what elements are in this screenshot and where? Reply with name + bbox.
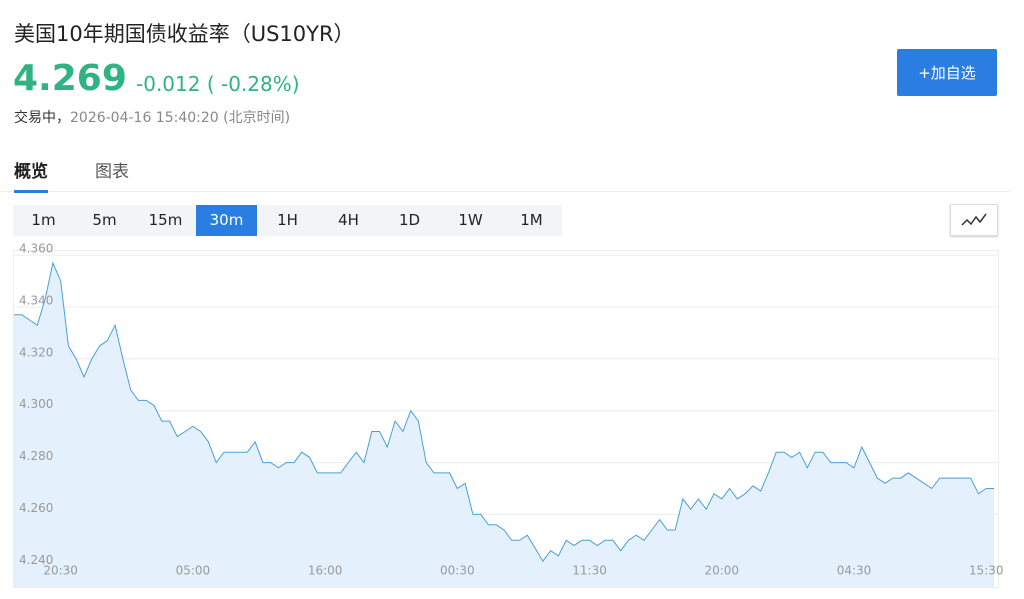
period-button[interactable]: 15m bbox=[148, 211, 183, 229]
change-pct: ( -0.28%) bbox=[206, 72, 300, 96]
period-button[interactable]: 30m bbox=[196, 205, 257, 236]
price: 4.269 bbox=[13, 58, 127, 99]
tab[interactable]: 概览 bbox=[14, 157, 48, 193]
chart-type-button[interactable] bbox=[950, 204, 998, 236]
period-button[interactable]: 1M bbox=[520, 211, 543, 229]
y-tick-label: 4.300 bbox=[19, 397, 53, 411]
title: 美国10年期国债收益率（US10YR） bbox=[14, 22, 355, 46]
tab[interactable]: 图表 bbox=[95, 162, 129, 182]
x-tick-label: 20:30 bbox=[43, 564, 78, 578]
period-bar: 1m 5m 15m 30m 1H 4H 1D 1W 1M bbox=[13, 205, 562, 236]
line bbox=[14, 261, 994, 562]
period-button[interactable]: 1m bbox=[31, 211, 56, 229]
trade-status: 交易中， bbox=[14, 110, 70, 126]
x-tick-label: 20:00 bbox=[704, 564, 739, 578]
change-value: -0.012 bbox=[136, 72, 201, 96]
x-tick-label: 05:00 bbox=[176, 564, 211, 578]
period-button[interactable]: 1D bbox=[398, 211, 421, 229]
y-tick-label: 4.260 bbox=[19, 501, 53, 515]
period-button[interactable]: 4H bbox=[338, 211, 359, 229]
y-tick-label: 4.320 bbox=[19, 345, 53, 359]
chart-type-icon bbox=[961, 213, 987, 226]
watch-button[interactable]: +加自选 bbox=[897, 49, 997, 96]
period-button[interactable]: 5m bbox=[92, 211, 117, 229]
y-tick-label: 4.340 bbox=[19, 294, 53, 308]
x-tick-label: 15:30 bbox=[969, 564, 1004, 578]
x-tick-label: 04:30 bbox=[837, 564, 872, 578]
y-tick-label: 4.280 bbox=[19, 449, 53, 463]
x-tick-label: 11:30 bbox=[572, 564, 607, 578]
period-button[interactable]: 1H bbox=[277, 211, 298, 229]
area bbox=[14, 263, 994, 587]
y-tick-label: 4.240 bbox=[19, 553, 53, 567]
change: -0.012 ( -0.28%) bbox=[136, 72, 300, 96]
x-tick-label: 16:00 bbox=[308, 564, 343, 578]
y-tick-label: 4.360 bbox=[19, 242, 53, 256]
tabs: 概览 图表 bbox=[0, 155, 1010, 193]
plot-frame bbox=[13, 250, 999, 588]
timestamp: 2026-04-16 15:40:20 (北京时间) bbox=[70, 110, 291, 126]
period-button[interactable]: 1W bbox=[458, 211, 483, 229]
status: 交易中，2026-04-16 15:40:20 (北京时间) bbox=[14, 107, 290, 127]
x-tick-label: 00:30 bbox=[440, 564, 475, 578]
